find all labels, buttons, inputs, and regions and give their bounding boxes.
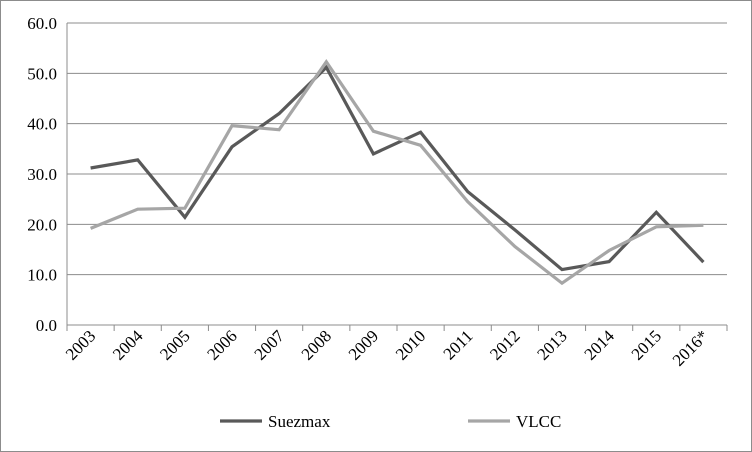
x-tick-label: 2005 bbox=[156, 326, 193, 363]
x-axis-tick-labels: 2003 2004 2005 2006 2007 2008 2009 2010 2011 2012… bbox=[62, 326, 712, 370]
x-tick-label: 2015 bbox=[628, 326, 665, 363]
legend: Suezmax VLCC bbox=[220, 412, 561, 431]
y-tick-label: 0.0 bbox=[36, 316, 57, 335]
x-tick-label: 2012 bbox=[486, 326, 523, 363]
y-tick-label: 20.0 bbox=[27, 215, 57, 234]
legend-label: Suezmax bbox=[268, 412, 331, 431]
x-tick-label: 2004 bbox=[109, 326, 147, 364]
x-tick-label: 2014 bbox=[580, 326, 618, 364]
x-tick-label: 2008 bbox=[298, 326, 335, 363]
y-tick-label: 60.0 bbox=[27, 14, 57, 33]
y-tick-label: 50.0 bbox=[27, 64, 57, 83]
x-tick-label: 2010 bbox=[392, 326, 429, 363]
x-tick-label: 2016* bbox=[669, 326, 712, 369]
x-tick-label: 2007 bbox=[250, 326, 288, 364]
series-lines bbox=[89, 58, 705, 286]
x-tick-label: 2006 bbox=[203, 326, 240, 363]
legend-label: VLCC bbox=[516, 412, 561, 431]
y-tick-label: 10.0 bbox=[27, 266, 57, 285]
x-tick-label: 2013 bbox=[533, 326, 570, 363]
x-tick-label: 2011 bbox=[440, 326, 477, 363]
gridlines bbox=[66, 22, 728, 331]
series-line-suezmax bbox=[90, 64, 705, 272]
series-line-vlcc bbox=[89, 58, 704, 286]
y-axis-tick-labels: 0.0 10.0 20.0 30.0 40.0 50.0 60.0 bbox=[27, 14, 57, 335]
x-tick-label: 2003 bbox=[62, 326, 99, 363]
y-tick-label: 30.0 bbox=[27, 165, 57, 184]
x-tick-label: 2009 bbox=[345, 326, 382, 363]
y-tick-label: 40.0 bbox=[27, 115, 57, 134]
